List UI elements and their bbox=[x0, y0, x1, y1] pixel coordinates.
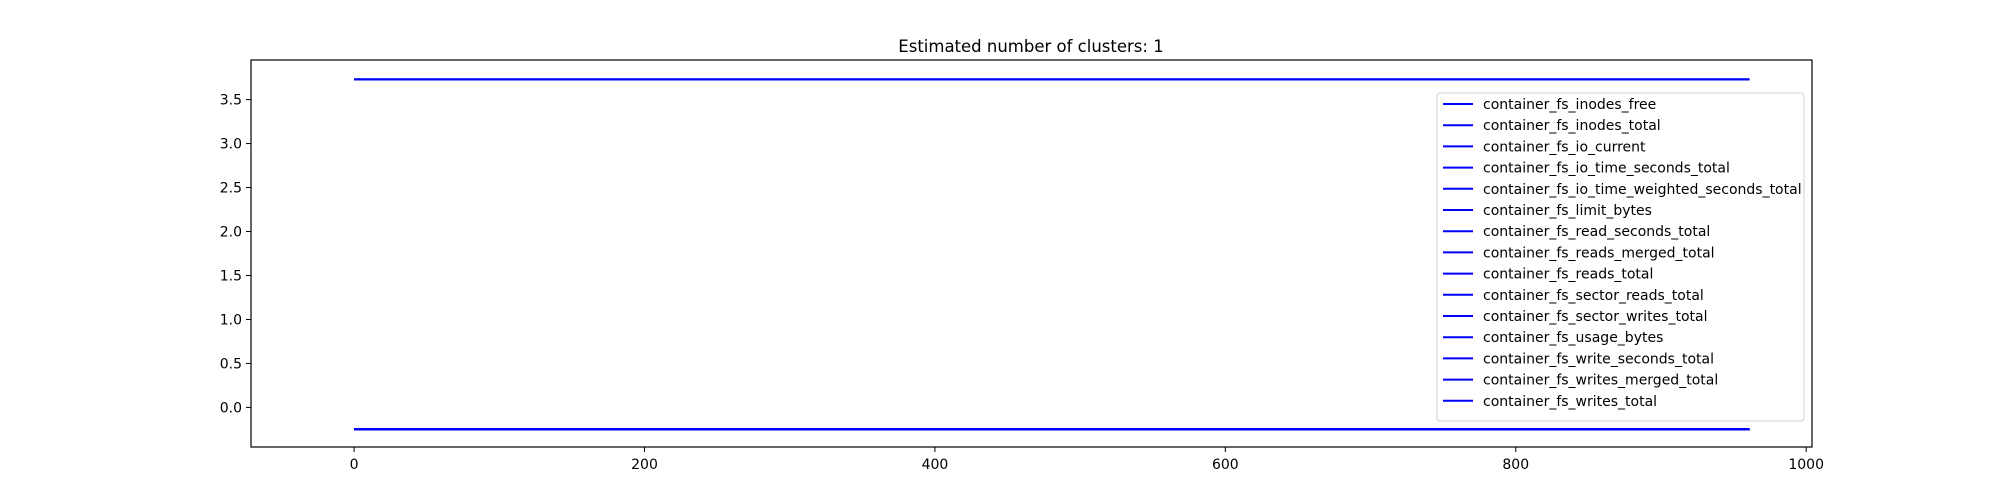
legend-label: container_fs_sector_reads_total bbox=[1483, 288, 1704, 304]
x-tick-label: 600 bbox=[1212, 457, 1239, 473]
legend-label: container_fs_reads_total bbox=[1483, 267, 1653, 283]
x-tick-label: 1000 bbox=[1788, 457, 1824, 473]
y-tick-label: 3.0 bbox=[220, 137, 242, 153]
x-tick-label: 400 bbox=[922, 457, 949, 473]
y-tick-label: 1.5 bbox=[220, 268, 242, 284]
legend-label: container_fs_inodes_free bbox=[1483, 97, 1656, 113]
legend-label: container_fs_usage_bytes bbox=[1483, 330, 1663, 346]
legend-label: container_fs_limit_bytes bbox=[1483, 203, 1652, 219]
plot-area bbox=[354, 78, 1750, 431]
y-tick-label: 2.5 bbox=[220, 181, 242, 197]
legend-label: container_fs_sector_writes_total bbox=[1483, 309, 1707, 325]
legend-label: container_fs_read_seconds_total bbox=[1483, 224, 1710, 240]
legend-label: container_fs_io_current bbox=[1483, 139, 1646, 155]
legend-box bbox=[1436, 92, 1805, 422]
legend-label: container_fs_io_time_seconds_total bbox=[1483, 161, 1730, 177]
legend: container_fs_inodes_free container_fs_ino… bbox=[1436, 92, 1805, 422]
y-tick-label: 2.0 bbox=[220, 225, 242, 241]
legend-label: container_fs_write_seconds_total bbox=[1483, 351, 1714, 367]
axes-frame bbox=[250, 59, 1813, 448]
legend-label: container_fs_inodes_total bbox=[1483, 118, 1661, 134]
y-tick-label: 0.0 bbox=[220, 400, 242, 416]
legend-label: container_fs_writes_merged_total bbox=[1483, 373, 1718, 389]
y-tick-label: 3.5 bbox=[220, 93, 242, 109]
axes: 0 200 400 600 800 1000 0.0 0.5 1.0 1.5 2.0 2.5 3.0 3.… bbox=[220, 59, 1824, 473]
y-tick-label: 0.5 bbox=[220, 356, 242, 372]
x-tick-label: 0 bbox=[350, 457, 359, 473]
x-tick-label: 800 bbox=[1502, 457, 1529, 473]
legend-label: container_fs_reads_merged_total bbox=[1483, 245, 1715, 261]
chart-title: Estimated number of clusters: 1 bbox=[898, 37, 1163, 56]
legend-label: container_fs_writes_total bbox=[1483, 394, 1657, 410]
y-tick-label: 1.0 bbox=[220, 312, 242, 328]
x-tick-label: 200 bbox=[631, 457, 658, 473]
legend-label: container_fs_io_time_weighted_seconds_to… bbox=[1483, 182, 1802, 198]
